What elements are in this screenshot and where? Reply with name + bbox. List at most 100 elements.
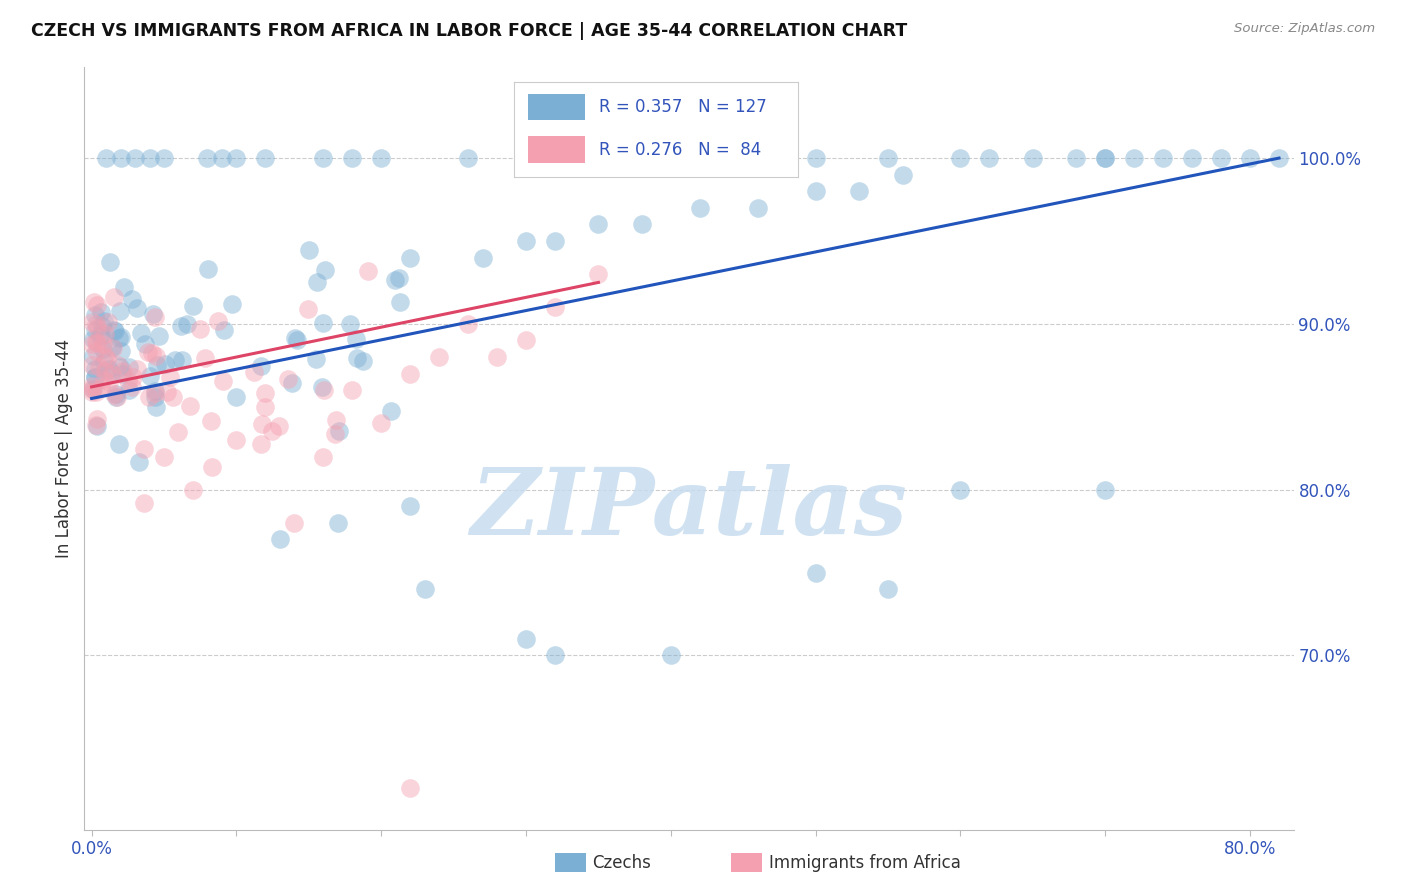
Point bbox=[97, 315, 120, 329]
Point bbox=[207, 314, 229, 328]
Point bbox=[284, 331, 307, 345]
Point bbox=[91, 343, 114, 357]
Point bbox=[138, 390, 160, 404]
Point bbox=[804, 184, 827, 198]
Point bbox=[399, 367, 422, 381]
Point bbox=[267, 418, 290, 433]
Point bbox=[689, 201, 711, 215]
Point bbox=[1211, 151, 1233, 165]
Point bbox=[297, 302, 319, 317]
Point bbox=[110, 329, 132, 343]
Point bbox=[877, 151, 900, 165]
Point bbox=[134, 496, 156, 510]
Point bbox=[108, 303, 131, 318]
Point bbox=[86, 419, 108, 434]
Point bbox=[84, 417, 107, 432]
Point bbox=[167, 425, 190, 439]
Point bbox=[94, 151, 117, 165]
Point bbox=[197, 262, 219, 277]
Point bbox=[80, 378, 103, 392]
Point bbox=[110, 151, 132, 165]
Point bbox=[399, 251, 422, 265]
Point bbox=[370, 417, 392, 431]
Point bbox=[159, 370, 181, 384]
Point bbox=[112, 363, 135, 377]
Point bbox=[162, 390, 184, 404]
Point bbox=[211, 151, 233, 165]
Point bbox=[86, 321, 108, 335]
Point bbox=[305, 352, 328, 367]
Point bbox=[285, 334, 308, 348]
Point bbox=[544, 648, 567, 663]
Point bbox=[98, 254, 121, 268]
Point bbox=[190, 322, 212, 336]
Point bbox=[90, 326, 112, 341]
Point bbox=[212, 323, 235, 337]
Point bbox=[117, 374, 139, 388]
Point bbox=[103, 387, 125, 401]
Point bbox=[82, 332, 104, 346]
Point bbox=[139, 368, 162, 383]
Point bbox=[342, 151, 364, 165]
Point bbox=[82, 383, 104, 397]
Point bbox=[101, 340, 124, 354]
Point bbox=[200, 414, 222, 428]
Point bbox=[80, 337, 103, 351]
Point bbox=[170, 319, 193, 334]
Point bbox=[544, 301, 567, 315]
Point bbox=[90, 305, 112, 319]
Point bbox=[105, 390, 128, 404]
Point bbox=[457, 317, 479, 331]
Point bbox=[323, 426, 346, 441]
Point bbox=[260, 424, 283, 438]
Point bbox=[389, 295, 412, 310]
Point bbox=[311, 380, 333, 394]
Point bbox=[142, 307, 165, 321]
Point bbox=[127, 301, 149, 315]
Point bbox=[1152, 151, 1174, 165]
Point bbox=[280, 376, 302, 390]
Point bbox=[346, 332, 368, 346]
Point bbox=[457, 151, 479, 165]
Point bbox=[515, 632, 537, 646]
Point bbox=[254, 151, 277, 165]
Point bbox=[176, 317, 198, 331]
Point bbox=[312, 316, 335, 330]
Point bbox=[107, 436, 129, 450]
Point bbox=[110, 359, 132, 374]
Point bbox=[225, 433, 247, 447]
Point bbox=[804, 151, 827, 165]
Point bbox=[143, 386, 166, 401]
Point bbox=[486, 350, 509, 364]
Point bbox=[804, 566, 827, 580]
Point bbox=[1094, 483, 1116, 497]
Point bbox=[89, 329, 111, 343]
Point bbox=[148, 329, 170, 343]
Point bbox=[153, 151, 176, 165]
Point bbox=[104, 324, 127, 338]
Point bbox=[107, 359, 129, 373]
Point bbox=[659, 648, 682, 663]
Point bbox=[949, 483, 972, 497]
Point bbox=[1066, 151, 1088, 165]
Point bbox=[949, 151, 972, 165]
Point bbox=[747, 201, 769, 215]
Point bbox=[143, 384, 166, 399]
Point bbox=[243, 365, 266, 379]
Point bbox=[83, 323, 105, 337]
Point bbox=[1181, 151, 1204, 165]
Point bbox=[84, 370, 107, 384]
Point bbox=[82, 349, 104, 363]
Point bbox=[384, 273, 406, 287]
Point bbox=[254, 400, 277, 414]
Point bbox=[118, 360, 141, 375]
Point bbox=[733, 151, 755, 165]
Point bbox=[91, 318, 114, 333]
Point bbox=[312, 450, 335, 464]
Point bbox=[848, 184, 870, 198]
Point bbox=[145, 400, 167, 414]
Point bbox=[134, 337, 156, 351]
Point bbox=[103, 290, 125, 304]
Point bbox=[1239, 151, 1261, 165]
Point bbox=[97, 362, 120, 376]
